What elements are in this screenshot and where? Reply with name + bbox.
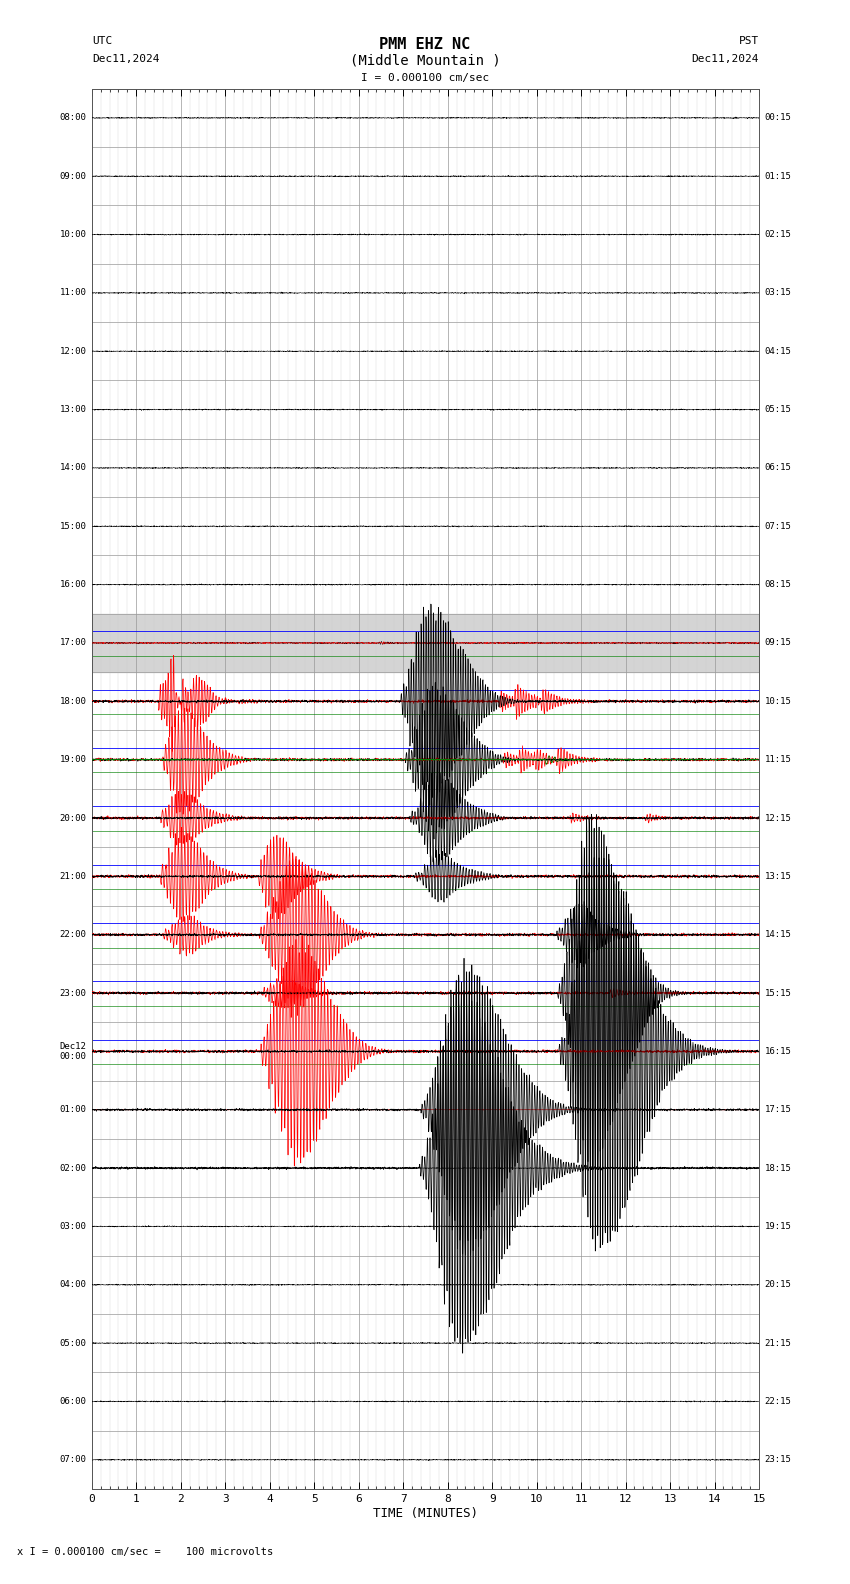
- Text: 21:00: 21:00: [60, 871, 86, 881]
- Text: 04:15: 04:15: [765, 347, 791, 356]
- Text: PMM EHZ NC: PMM EHZ NC: [379, 36, 471, 52]
- Text: 15:15: 15:15: [765, 988, 791, 998]
- Text: UTC: UTC: [92, 36, 112, 46]
- Text: 12:15: 12:15: [765, 814, 791, 822]
- Text: 16:15: 16:15: [765, 1047, 791, 1057]
- Text: 16:00: 16:00: [60, 580, 86, 589]
- Text: 11:00: 11:00: [60, 288, 86, 298]
- Text: 06:00: 06:00: [60, 1397, 86, 1407]
- Text: 21:15: 21:15: [765, 1338, 791, 1348]
- Text: 18:15: 18:15: [765, 1164, 791, 1172]
- Text: 22:00: 22:00: [60, 930, 86, 939]
- Text: 14:15: 14:15: [765, 930, 791, 939]
- Text: 23:00: 23:00: [60, 988, 86, 998]
- Text: 02:00: 02:00: [60, 1164, 86, 1172]
- Text: 05:00: 05:00: [60, 1338, 86, 1348]
- Text: 15:00: 15:00: [60, 521, 86, 531]
- Text: 04:00: 04:00: [60, 1280, 86, 1289]
- Text: 09:15: 09:15: [765, 638, 791, 648]
- Text: 20:00: 20:00: [60, 814, 86, 822]
- Text: 07:00: 07:00: [60, 1456, 86, 1464]
- Text: 12:00: 12:00: [60, 347, 86, 356]
- Text: I = 0.000100 cm/sec: I = 0.000100 cm/sec: [361, 73, 489, 82]
- Text: 03:00: 03:00: [60, 1221, 86, 1231]
- Text: 14:00: 14:00: [60, 464, 86, 472]
- Text: 02:15: 02:15: [765, 230, 791, 239]
- Text: 13:00: 13:00: [60, 406, 86, 413]
- Text: 08:15: 08:15: [765, 580, 791, 589]
- Text: Dec11,2024: Dec11,2024: [92, 54, 159, 63]
- Text: 09:00: 09:00: [60, 171, 86, 181]
- Text: x I = 0.000100 cm/sec =    100 microvolts: x I = 0.000100 cm/sec = 100 microvolts: [17, 1548, 273, 1557]
- Text: 01:15: 01:15: [765, 171, 791, 181]
- Text: 07:15: 07:15: [765, 521, 791, 531]
- Text: 17:15: 17:15: [765, 1106, 791, 1114]
- Text: 20:15: 20:15: [765, 1280, 791, 1289]
- Text: Dec11,2024: Dec11,2024: [692, 54, 759, 63]
- Text: 10:15: 10:15: [765, 697, 791, 706]
- Text: Dec12
00:00: Dec12 00:00: [60, 1042, 86, 1061]
- Text: 19:00: 19:00: [60, 756, 86, 763]
- Text: 06:15: 06:15: [765, 464, 791, 472]
- X-axis label: TIME (MINUTES): TIME (MINUTES): [373, 1506, 478, 1519]
- Text: 00:15: 00:15: [765, 114, 791, 122]
- Text: 23:15: 23:15: [765, 1456, 791, 1464]
- Text: 10:00: 10:00: [60, 230, 86, 239]
- Text: (Middle Mountain ): (Middle Mountain ): [349, 54, 501, 67]
- Text: 18:00: 18:00: [60, 697, 86, 706]
- Text: 11:15: 11:15: [765, 756, 791, 763]
- Text: 19:15: 19:15: [765, 1221, 791, 1231]
- Text: PST: PST: [739, 36, 759, 46]
- Text: 08:00: 08:00: [60, 114, 86, 122]
- Text: 05:15: 05:15: [765, 406, 791, 413]
- Text: 17:00: 17:00: [60, 638, 86, 648]
- Text: 01:00: 01:00: [60, 1106, 86, 1114]
- Text: 13:15: 13:15: [765, 871, 791, 881]
- Text: 22:15: 22:15: [765, 1397, 791, 1407]
- Text: 03:15: 03:15: [765, 288, 791, 298]
